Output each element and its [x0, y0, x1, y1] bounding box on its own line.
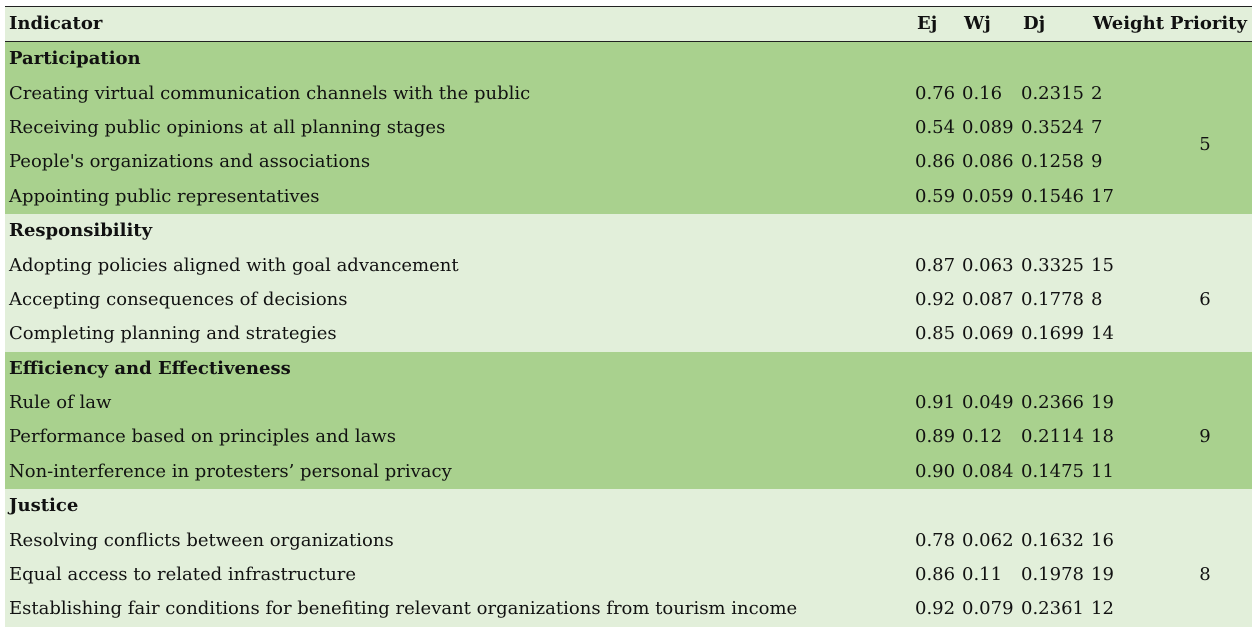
table-row: Equal access to related infrastructure 0.… — [5, 557, 1252, 593]
header-indicator: Indicator — [5, 6, 913, 42]
wj-cell: 0.049 — [960, 385, 1019, 421]
wj-cell: 0.062 — [960, 523, 1019, 558]
dj-cell: 0.1699 — [1019, 317, 1089, 352]
dj-cell: 0.3524 — [1019, 110, 1089, 146]
group-header-row: Participation — [5, 41, 1252, 77]
table-row: Appointing public representatives 0.59 0.0… — [5, 179, 1252, 214]
dj-cell: 0.1475 — [1019, 454, 1089, 490]
dj-cell: 0.1258 — [1019, 145, 1089, 180]
weight-cell: 12 — [1089, 592, 1166, 627]
group-name: Efficiency and Effectiveness — [5, 351, 1252, 386]
ej-cell: 0.86 — [913, 557, 960, 593]
weight-cell: 15 — [1089, 248, 1166, 283]
indicator-cell: Performance based on principles and laws — [5, 420, 913, 455]
ej-cell: 0.85 — [913, 317, 960, 352]
group-header-row: Efficiency and Effectiveness — [5, 351, 1252, 386]
dj-cell: 0.1778 — [1019, 282, 1089, 318]
indicator-cell: Receiving public opinions at all plannin… — [5, 110, 913, 146]
ej-cell: 0.91 — [913, 385, 960, 421]
ej-cell: 0.92 — [913, 282, 960, 318]
dj-cell: 0.3325 — [1019, 248, 1089, 283]
indicator-cell: Resolving conflicts between organization… — [5, 523, 913, 558]
dj-cell: 0.2114 — [1019, 420, 1089, 455]
wj-cell: 0.084 — [960, 454, 1019, 490]
dj-cell: 0.2366 — [1019, 385, 1089, 421]
dj-cell: 0.1978 — [1019, 557, 1089, 593]
priority-cell: 6 — [1166, 248, 1252, 352]
group-header-row: Justice — [5, 489, 1252, 524]
ej-cell: 0.92 — [913, 592, 960, 627]
group-name: Justice — [5, 489, 1252, 524]
table-row: People's organizations and associations 0… — [5, 145, 1252, 180]
indicator-cell: Adopting policies aligned with goal adva… — [5, 248, 913, 283]
header-ej: Ej — [913, 6, 960, 42]
wj-cell: 0.12 — [960, 420, 1019, 455]
table-row: Receiving public opinions at all plannin… — [5, 110, 1252, 146]
header-priority: Priority — [1166, 6, 1252, 42]
weight-cell: 11 — [1089, 454, 1166, 490]
group-name: Responsibility — [5, 213, 1252, 249]
weight-cell: 16 — [1089, 523, 1166, 558]
wj-cell: 0.059 — [960, 179, 1019, 214]
indicator-cell: Appointing public representatives — [5, 179, 913, 214]
indicator-table: Indicator Ej Wj Dj Weight Priority Parti… — [5, 6, 1252, 627]
table-row: Rule of law 0.91 0.049 0.2366 19 9 — [5, 385, 1252, 490]
indicator-cell: People's organizations and associations — [5, 145, 913, 180]
header-row: Indicator Ej Wj Dj Weight Priority — [5, 6, 1252, 42]
indicator-cell: Equal access to related infrastructure — [5, 557, 913, 593]
indicator-cell: Establishing fair conditions for benefit… — [5, 592, 913, 627]
table-row: Non-interference in protesters’ personal… — [5, 454, 1252, 490]
weight-cell: 14 — [1089, 317, 1166, 352]
ej-cell: 0.86 — [913, 145, 960, 180]
dj-cell: 0.2361 — [1019, 592, 1089, 627]
dj-cell: 0.1632 — [1019, 523, 1089, 558]
ej-cell: 0.54 — [913, 110, 960, 146]
weight-cell: 19 — [1089, 385, 1166, 421]
weight-cell: 9 — [1089, 145, 1166, 180]
weight-cell: 18 — [1089, 420, 1166, 455]
indicator-cell: Non-interference in protesters’ personal… — [5, 454, 913, 490]
ej-cell: 0.78 — [913, 523, 960, 558]
weight-cell: 17 — [1089, 179, 1166, 214]
ej-cell: 0.90 — [913, 454, 960, 490]
weight-cell: 19 — [1089, 557, 1166, 593]
wj-cell: 0.069 — [960, 317, 1019, 352]
indicator-cell: Completing planning and strategies — [5, 317, 913, 352]
ej-cell: 0.89 — [913, 420, 960, 455]
table-row: Accepting consequences of decisions 0.92 0… — [5, 282, 1252, 318]
wj-cell: 0.087 — [960, 282, 1019, 318]
dj-cell: 0.2315 — [1019, 76, 1089, 111]
priority-cell: 5 — [1166, 76, 1252, 214]
weight-cell: 2 — [1089, 76, 1166, 111]
indicator-cell: Rule of law — [5, 385, 913, 421]
header-weight: Weight — [1089, 6, 1166, 42]
group-header-row: Responsibility — [5, 213, 1252, 249]
priority-cell: 8 — [1166, 523, 1252, 627]
weight-cell: 7 — [1089, 110, 1166, 146]
wj-cell: 0.079 — [960, 592, 1019, 627]
header-wj: Wj — [960, 6, 1019, 42]
table-row: Resolving conflicts between organization… — [5, 523, 1252, 627]
ej-cell: 0.76 — [913, 76, 960, 111]
ej-cell: 0.59 — [913, 179, 960, 214]
wj-cell: 0.089 — [960, 110, 1019, 146]
wj-cell: 0.16 — [960, 76, 1019, 111]
indicator-cell: Accepting consequences of decisions — [5, 282, 913, 318]
table-row: Adopting policies aligned with goal adva… — [5, 248, 1252, 352]
weight-cell: 8 — [1089, 282, 1166, 318]
table-body: Participation Creating virtual communicat… — [5, 41, 1252, 627]
table-row: Creating virtual communication channels … — [5, 76, 1252, 214]
ej-cell: 0.87 — [913, 248, 960, 283]
wj-cell: 0.063 — [960, 248, 1019, 283]
table-row: Establishing fair conditions for benefit… — [5, 592, 1252, 627]
header-dj: Dj — [1019, 6, 1089, 42]
indicator-cell: Creating virtual communication channels … — [5, 76, 913, 111]
priority-cell: 9 — [1166, 385, 1252, 490]
wj-cell: 0.11 — [960, 557, 1019, 593]
dj-cell: 0.1546 — [1019, 179, 1089, 214]
table-row: Performance based on principles and laws… — [5, 420, 1252, 455]
wj-cell: 0.086 — [960, 145, 1019, 180]
group-name: Participation — [5, 41, 1252, 77]
table-row: Completing planning and strategies 0.85 0.… — [5, 317, 1252, 352]
